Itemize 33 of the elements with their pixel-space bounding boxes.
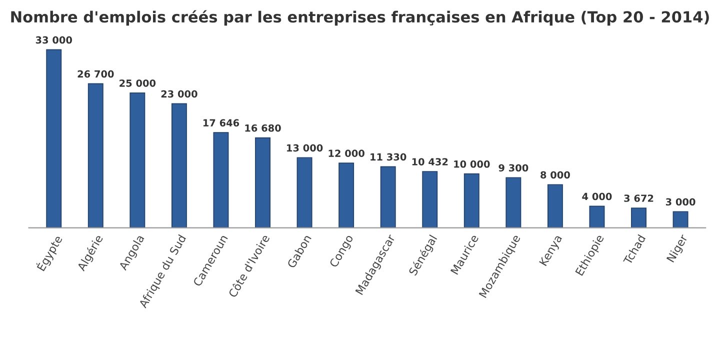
bar bbox=[296, 157, 312, 228]
bar bbox=[46, 49, 62, 228]
bar bbox=[130, 92, 146, 228]
bar bbox=[380, 166, 396, 228]
chart-title: Nombre d'emplois créés par les entreprises françaises en Afrique (Top 20 - 2014) bbox=[11, 10, 709, 26]
data-label: 10 432 bbox=[412, 158, 448, 166]
bar bbox=[672, 211, 688, 228]
bar bbox=[255, 137, 270, 228]
data-label: 33 000 bbox=[36, 36, 72, 44]
data-label: 13 000 bbox=[287, 144, 323, 152]
bar bbox=[422, 171, 438, 228]
bar bbox=[464, 173, 480, 228]
data-label: 25 000 bbox=[120, 79, 156, 87]
data-label: 12 000 bbox=[328, 150, 364, 157]
data-label: 17 646 bbox=[203, 119, 240, 127]
data-label: 4 000 bbox=[582, 192, 612, 200]
bar bbox=[589, 206, 605, 228]
data-label: 26 700 bbox=[78, 70, 114, 78]
data-label: 10 000 bbox=[454, 160, 490, 168]
data-label: 11 330 bbox=[370, 153, 406, 161]
data-label: 8 000 bbox=[540, 171, 570, 179]
bar bbox=[506, 177, 522, 228]
data-label: 3 672 bbox=[624, 194, 654, 202]
bar bbox=[547, 184, 563, 228]
data-label: 3 000 bbox=[666, 198, 696, 206]
bar bbox=[88, 83, 104, 228]
data-label: 16 680 bbox=[245, 124, 281, 132]
bar bbox=[213, 132, 229, 228]
bar bbox=[338, 162, 354, 228]
data-label: 9 300 bbox=[498, 164, 528, 172]
data-label: 23 000 bbox=[161, 90, 198, 98]
bar bbox=[631, 208, 646, 228]
bar bbox=[171, 103, 187, 228]
